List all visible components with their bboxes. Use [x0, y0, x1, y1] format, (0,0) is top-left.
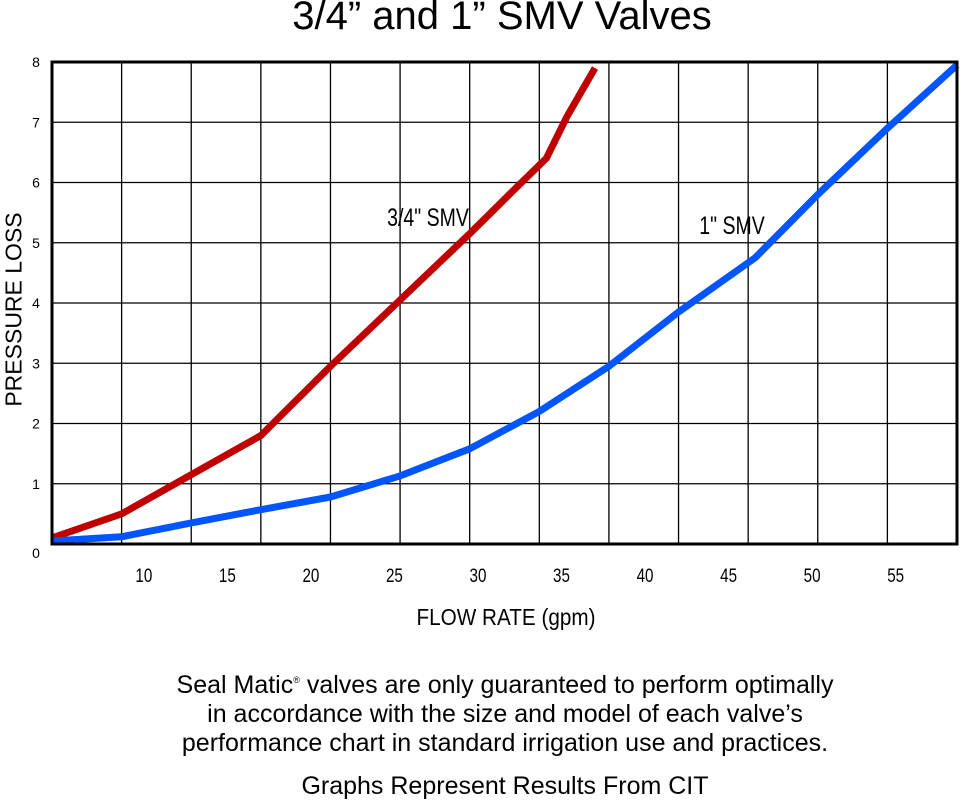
series-line: [51, 62, 960, 545]
y-tick-label: 1: [32, 476, 40, 492]
x-tick-label: 20: [302, 564, 319, 586]
y-tick-label: 6: [32, 175, 40, 191]
y-tick-label: 0: [32, 545, 40, 561]
x-tick-label: 15: [219, 564, 236, 586]
y-tick-labels: 0 1 2 3 4 5 6 7 8: [32, 54, 40, 561]
y-axis-label: PRESSURE LOSS: [0, 212, 27, 407]
series-line: [50, 66, 599, 542]
x-tick-labels: 10152025303540455055606570: [135, 564, 904, 586]
x-tick-label: 10: [135, 564, 152, 586]
grid: [52, 61, 958, 545]
y-tick-label: 7: [32, 114, 40, 130]
x-tick-label: 45: [720, 564, 737, 586]
x-tick-label: 30: [470, 564, 487, 586]
x-tick-label: 55: [887, 564, 904, 586]
y-tick-label: 4: [32, 295, 40, 311]
disclaimer-note: Seal Matic® valves are only guaranteed t…: [0, 666, 967, 758]
y-tick-label: 2: [32, 416, 40, 432]
note-line-3: performance chart in standard irrigation…: [181, 729, 829, 757]
note-line-2: in accordance with the size and model of…: [207, 700, 803, 728]
x-axis-label: FLOW RATE (gpm): [416, 604, 596, 630]
series-lines: [50, 62, 960, 545]
note-line-1: valves are only guaranteed to perform op…: [299, 671, 834, 699]
source-note: Graphs Represent Results From CIT: [301, 772, 709, 800]
series-label: 1" SMV: [699, 212, 764, 240]
y-tick-label: 3: [32, 355, 40, 371]
x-tick-label: 50: [804, 564, 821, 586]
series-label: 3/4" SMV: [387, 204, 469, 232]
brand-name: Seal Matic: [176, 671, 294, 699]
y-tick-label: 5: [32, 235, 40, 251]
x-tick-label: 40: [637, 564, 654, 586]
chart-title: 3/4” and 1” SMV Valves: [292, 0, 712, 38]
y-tick-label: 8: [32, 54, 40, 70]
x-tick-label: 25: [386, 564, 403, 586]
plot-frame: [50, 60, 959, 546]
registered-mark: ®: [293, 675, 300, 685]
x-tick-label: 35: [553, 564, 570, 586]
series-labels: 3/4" SMV 1" SMV: [387, 204, 765, 240]
